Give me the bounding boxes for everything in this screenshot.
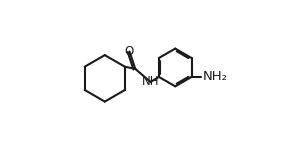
Text: NH: NH [142, 75, 159, 89]
Text: O: O [124, 45, 133, 58]
Text: NH₂: NH₂ [203, 70, 228, 83]
